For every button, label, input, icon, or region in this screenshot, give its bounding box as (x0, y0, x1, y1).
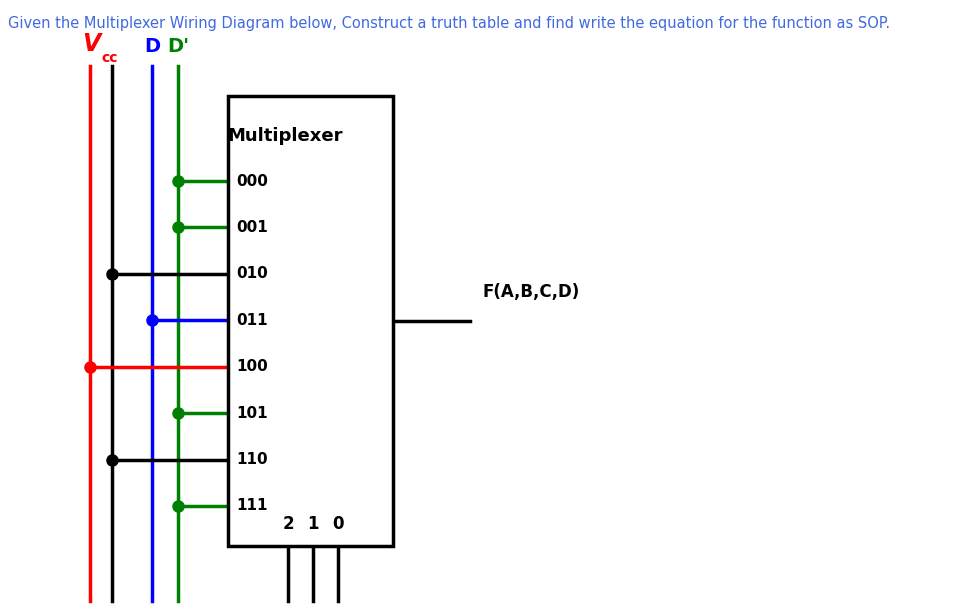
Text: V: V (82, 32, 100, 56)
Text: 1: 1 (307, 515, 319, 533)
Text: F(A,B,C,D): F(A,B,C,D) (482, 283, 580, 301)
Bar (228, 96, 393, 546)
Text: 111: 111 (236, 499, 268, 513)
Text: D: D (143, 37, 160, 56)
Text: 0: 0 (332, 515, 344, 533)
Text: Multiplexer: Multiplexer (227, 127, 343, 145)
Text: 011: 011 (236, 313, 268, 327)
Text: 110: 110 (236, 452, 268, 467)
Text: 001: 001 (236, 220, 268, 235)
Text: D': D' (167, 37, 189, 56)
Text: 000: 000 (236, 174, 268, 189)
Text: Given the Multiplexer Wiring Diagram below, Construct a truth table and find wri: Given the Multiplexer Wiring Diagram bel… (8, 16, 890, 31)
Text: 010: 010 (236, 266, 268, 281)
Text: 100: 100 (236, 359, 268, 374)
Text: 101: 101 (236, 406, 268, 420)
Text: 2: 2 (282, 515, 294, 533)
Text: cc: cc (101, 51, 117, 65)
